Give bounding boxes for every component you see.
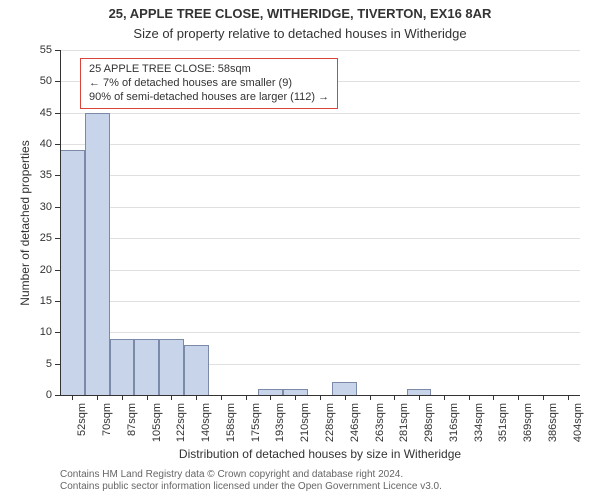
y-tick-label: 40 bbox=[32, 138, 52, 150]
x-tick-label: 122sqm bbox=[175, 403, 187, 453]
bar bbox=[85, 113, 110, 395]
x-axis-line bbox=[60, 395, 580, 396]
x-tick-label: 175sqm bbox=[250, 403, 262, 453]
y-tick-label: 25 bbox=[32, 232, 52, 244]
x-tick-label: 105sqm bbox=[151, 403, 163, 453]
x-tick-label: 193sqm bbox=[274, 403, 286, 453]
y-tick-label: 0 bbox=[32, 389, 52, 401]
gridline bbox=[60, 144, 580, 145]
y-tick-label: 15 bbox=[32, 295, 52, 307]
x-tick-label: 263sqm bbox=[374, 403, 386, 453]
gridline bbox=[60, 270, 580, 271]
bar bbox=[159, 339, 184, 395]
x-tick-label: 281sqm bbox=[398, 403, 410, 453]
bar bbox=[110, 339, 135, 395]
x-tick-label: 228sqm bbox=[324, 403, 336, 453]
x-tick-label: 70sqm bbox=[101, 403, 113, 453]
y-tick-label: 20 bbox=[32, 264, 52, 276]
footer-line-1: Contains HM Land Registry data © Crown c… bbox=[60, 469, 442, 481]
x-tick-label: 369sqm bbox=[522, 403, 534, 453]
y-tick-label: 45 bbox=[32, 107, 52, 119]
x-tick-label: 210sqm bbox=[299, 403, 311, 453]
gridline bbox=[60, 332, 580, 333]
y-tick-label: 55 bbox=[32, 44, 52, 56]
y-tick-label: 35 bbox=[32, 169, 52, 181]
chart-container: 25, APPLE TREE CLOSE, WITHERIDGE, TIVERT… bbox=[0, 0, 600, 500]
footer-text: Contains HM Land Registry data © Crown c… bbox=[60, 469, 442, 493]
y-tick-label: 5 bbox=[32, 358, 52, 370]
gridline bbox=[60, 207, 580, 208]
annotation-line: 25 APPLE TREE CLOSE: 58sqm bbox=[89, 63, 329, 77]
chart-title: 25, APPLE TREE CLOSE, WITHERIDGE, TIVERT… bbox=[0, 6, 600, 21]
annotation-line: 90% of semi-detached houses are larger (… bbox=[89, 91, 329, 105]
x-tick-label: 298sqm bbox=[423, 403, 435, 453]
y-tick-label: 30 bbox=[32, 201, 52, 213]
x-tick-label: 158sqm bbox=[225, 403, 237, 453]
x-tick-label: 52sqm bbox=[76, 403, 88, 453]
annotation-line: ← 7% of detached houses are smaller (9) bbox=[89, 77, 329, 91]
footer-line-2: Contains public sector information licen… bbox=[60, 481, 442, 493]
annotation-box: 25 APPLE TREE CLOSE: 58sqm← 7% of detach… bbox=[80, 58, 338, 109]
bar bbox=[60, 150, 85, 395]
gridline bbox=[60, 238, 580, 239]
bar bbox=[332, 382, 357, 395]
x-tick-label: 386sqm bbox=[547, 403, 559, 453]
x-tick-label: 316sqm bbox=[448, 403, 460, 453]
chart-subtitle: Size of property relative to detached ho… bbox=[0, 26, 600, 41]
y-tick-label: 50 bbox=[32, 75, 52, 87]
gridline bbox=[60, 113, 580, 114]
gridline bbox=[60, 301, 580, 302]
bar bbox=[184, 345, 209, 395]
y-axis-line bbox=[60, 50, 61, 395]
y-tick-label: 10 bbox=[32, 326, 52, 338]
gridline bbox=[60, 175, 580, 176]
x-tick-label: 140sqm bbox=[200, 403, 212, 453]
bar bbox=[134, 339, 159, 395]
gridline bbox=[60, 50, 580, 51]
x-tick-label: 404sqm bbox=[572, 403, 584, 453]
x-tick-label: 87sqm bbox=[126, 403, 138, 453]
x-tick-label: 246sqm bbox=[349, 403, 361, 453]
y-axis-label: Number of detached properties bbox=[18, 123, 32, 323]
x-tick-label: 334sqm bbox=[473, 403, 485, 453]
x-tick-label: 351sqm bbox=[497, 403, 509, 453]
